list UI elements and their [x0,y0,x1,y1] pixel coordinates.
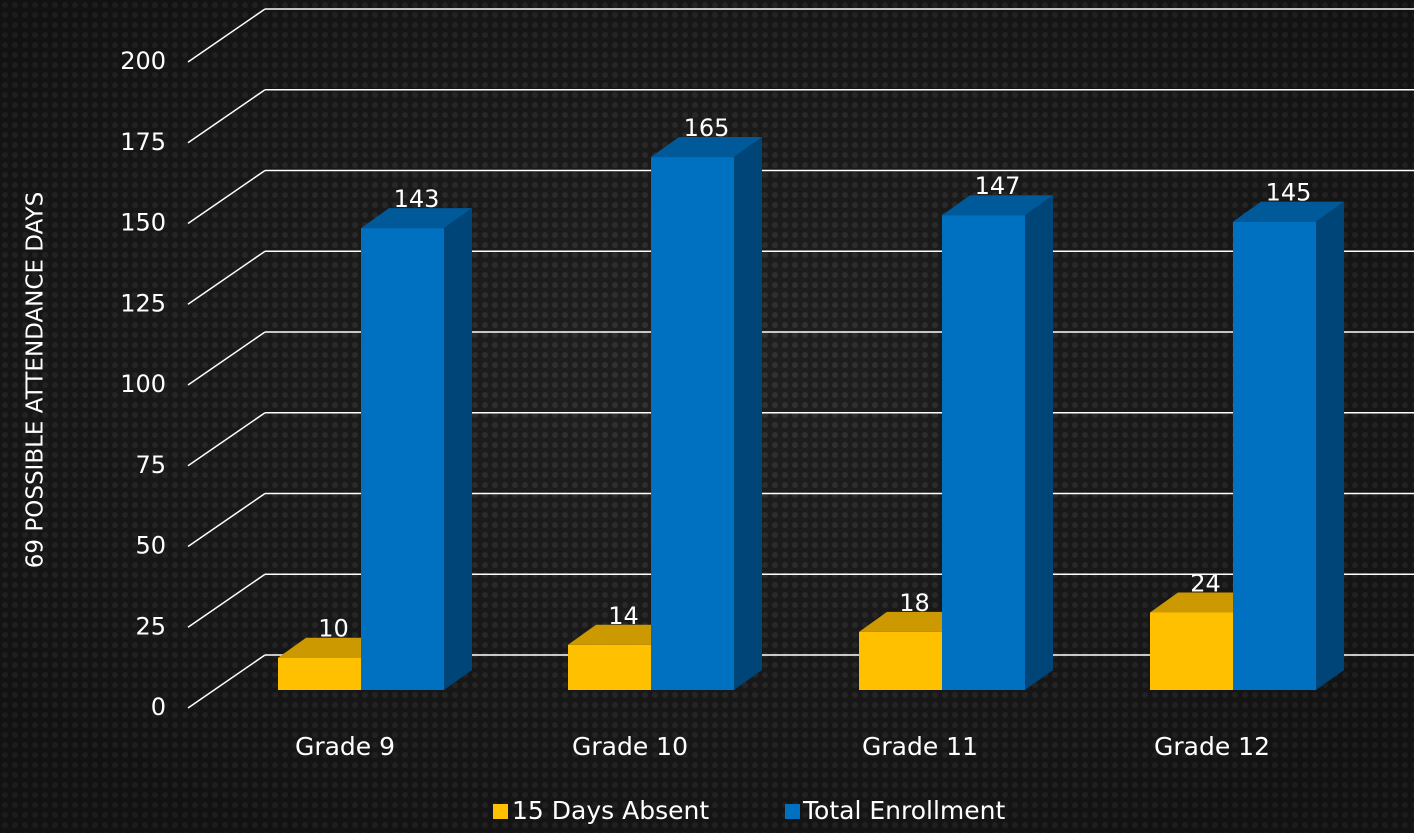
x-tick-label: Grade 9 [295,732,395,761]
legend-swatch [785,804,800,819]
x-tick-label: Grade 11 [862,732,978,761]
grid-line-side [187,169,266,225]
bar [361,228,444,691]
bar-top [1233,201,1344,222]
grid-line-side [187,89,266,144]
y-tick-label: 50 [135,532,166,560]
bar-side [1316,201,1344,690]
value-label: 165 [684,114,730,142]
grid-line-side [187,331,266,386]
grid-line-side [187,654,266,709]
bar [859,631,942,690]
bar [568,644,651,690]
y-tick-label: 175 [120,128,166,156]
bar [942,215,1025,690]
value-label: 10 [318,615,349,643]
bar-top [651,137,762,158]
y-tick-label: 0 [151,693,166,721]
grid-line-side [187,412,266,467]
legend-label: Total Enrollment [802,796,1005,825]
x-tick-label: Grade 12 [1154,732,1270,761]
bar-side [734,137,762,691]
legend-swatch [493,804,508,819]
bar [651,157,734,691]
y-tick-label: 100 [120,370,166,398]
legend-label: 15 Days Absent [512,796,709,825]
bar [1150,612,1233,690]
y-tick-label: 200 [120,47,166,75]
y-tick-label: 25 [135,612,166,640]
bar-top [942,195,1053,216]
value-label: 18 [899,589,930,617]
bar-side [1025,195,1053,690]
grid-line-side [187,573,266,628]
y-tick-label: 75 [135,451,166,479]
bar-top [361,208,472,229]
grid-line-side [187,250,266,305]
value-label: 14 [608,602,639,630]
grid-line-side [187,8,266,63]
value-label: 147 [975,172,1021,200]
y-tick-label: 150 [120,209,166,237]
y-tick-label: 125 [120,289,166,317]
value-label: 145 [1266,179,1312,207]
y-axis-label: 69 POSSIBLE ATTENDANCE DAYS [23,192,49,568]
bar [278,657,361,690]
bar [1233,221,1316,690]
value-label: 143 [394,185,440,213]
x-tick-label: Grade 10 [572,732,688,761]
grid-line-side [187,492,266,548]
value-label: 24 [1190,569,1221,597]
bar-side [444,208,472,691]
